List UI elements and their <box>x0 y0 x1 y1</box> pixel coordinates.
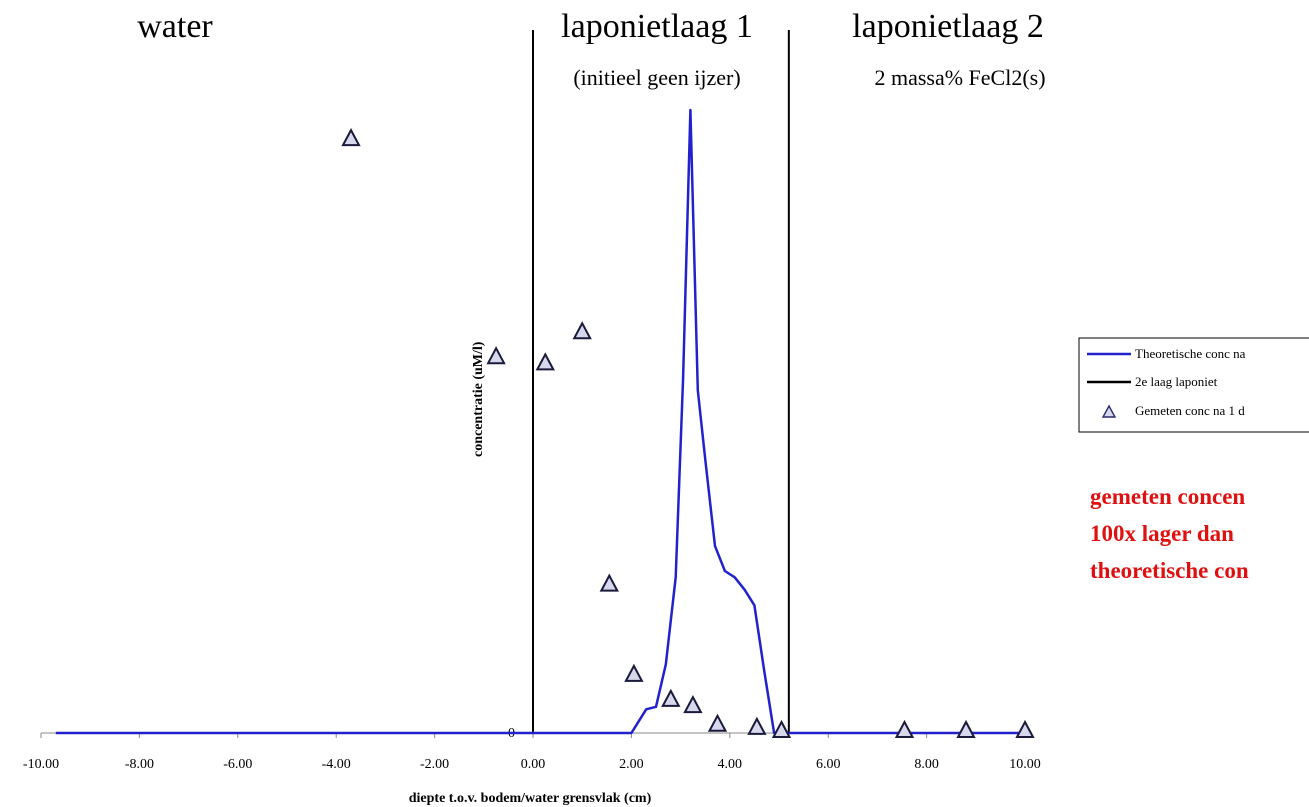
region-label-layer-1: laponietlaag 1 <box>561 8 753 45</box>
measured-point <box>894 719 915 738</box>
x-tick-label: 10.00 <box>1009 757 1041 772</box>
x-tick-label: -10.00 <box>23 757 59 772</box>
measured-point <box>599 573 619 592</box>
region-label-layer-2: laponietlaag 2 <box>852 8 1044 45</box>
legend-marker-measured <box>1101 404 1117 418</box>
measured-point <box>624 663 644 682</box>
layer-boundaries <box>532 30 790 733</box>
legend-label-theory: Theoretische conc na <box>1135 346 1246 361</box>
region-sub-layer-1: (initieel geen ijzer) <box>573 65 740 90</box>
legend-label-boundary: 2e laag laponiet <box>1135 374 1218 389</box>
annotation-note: gemeten concen 100x lager dan theoretisc… <box>1090 478 1305 589</box>
x-tick-label: -4.00 <box>322 757 351 772</box>
x-axis-title: diepte t.o.v. bodem/water grensvlak (cm) <box>409 791 652 806</box>
legend: Theoretische conc na 2e laag laponiet Ge… <box>1078 337 1309 433</box>
x-tick-label: 0.00 <box>521 757 546 772</box>
measured-point <box>535 352 555 371</box>
measured-point <box>707 713 728 732</box>
series-theoretical-line <box>55 108 1025 735</box>
measured-point <box>341 127 361 147</box>
measured-point <box>661 688 681 707</box>
note-line-2: 100x lager dan <box>1090 521 1234 546</box>
measured-point <box>747 716 767 735</box>
measured-point <box>486 346 506 365</box>
plot-series <box>55 108 1035 738</box>
legend-label-measured: Gemeten conc na 1 d <box>1135 403 1245 418</box>
measured-point <box>956 719 976 738</box>
measured-point <box>1015 719 1035 738</box>
measured-point <box>683 694 703 714</box>
x-tick-label: -6.00 <box>223 757 252 772</box>
x-tick-label: 2.00 <box>619 757 644 772</box>
measured-point <box>572 321 592 340</box>
note-line-3: theoretische con <box>1090 558 1249 583</box>
x-tick-label: 6.00 <box>816 757 841 772</box>
x-tick-label: -2.00 <box>420 757 449 772</box>
measured-point <box>771 719 792 738</box>
y-axis-title: concentratie (uM/l) <box>471 341 486 457</box>
x-tick-label: 4.00 <box>718 757 743 772</box>
note-line-1: gemeten concen <box>1090 484 1246 509</box>
region-label-water: water <box>137 8 213 45</box>
x-tick-label: -8.00 <box>125 757 154 772</box>
x-tick-label: 8.00 <box>914 757 939 772</box>
region-sub-layer-2: 2 massa% FeCl2(s) <box>874 65 1045 90</box>
